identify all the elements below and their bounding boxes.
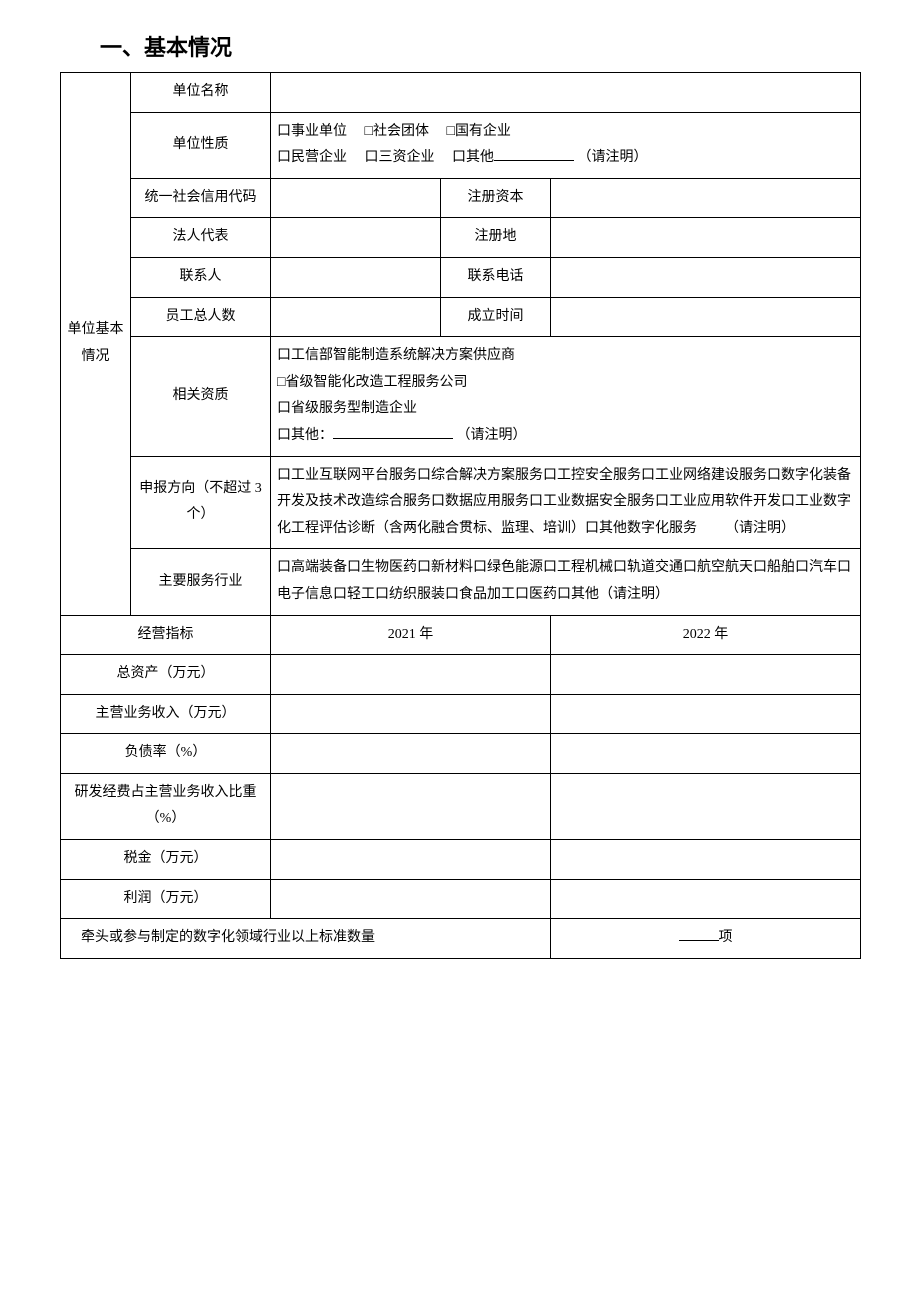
label-direction: 申报方向（不超过 3个） <box>131 456 271 549</box>
value-qual: 口工信部智能制造系统解决方案供应商 □省级智能化改造工程服务公司 口省级服务型制… <box>271 337 861 456</box>
checkbox-icon: 口 <box>277 124 291 139</box>
label-qual: 相关资质 <box>131 337 271 456</box>
label-legal: 法人代表 <box>131 218 271 258</box>
label-regplace: 注册地 <box>441 218 551 258</box>
value-name <box>271 73 861 113</box>
label-profit: 利润（万元） <box>61 879 271 919</box>
label-debt: 负债率（%） <box>61 734 271 774</box>
value-debt-y1 <box>271 734 551 774</box>
value-uscc <box>271 178 441 218</box>
label-phone: 联系电话 <box>441 257 551 297</box>
value-debt-y2 <box>551 734 861 774</box>
checkbox-icon: 口 <box>277 348 291 363</box>
label-regcap: 注册资本 <box>441 178 551 218</box>
value-assets-y2 <box>551 655 861 695</box>
checkbox-icon: 口 <box>277 401 291 416</box>
label-revenue: 主营业务收入（万元） <box>61 694 271 734</box>
value-revenue-y1 <box>271 694 551 734</box>
section-title: 一、基本情况 <box>60 30 860 62</box>
value-profit-y1 <box>271 879 551 919</box>
checkbox-icon: 口 <box>452 150 466 165</box>
label-stdcount: 牵头或参与制定的数字化领域行业以上标准数量 <box>61 919 551 959</box>
checkbox-icon: 口 <box>277 428 291 443</box>
label-est: 成立时间 <box>441 297 551 337</box>
value-est <box>551 297 861 337</box>
label-contact: 联系人 <box>131 257 271 297</box>
checkbox-icon: □ <box>446 124 454 139</box>
label-year1: 2021 年 <box>271 615 551 655</box>
label-metrics: 经营指标 <box>61 615 271 655</box>
value-regcap <box>551 178 861 218</box>
label-year2: 2022 年 <box>551 615 861 655</box>
checkbox-icon: □ <box>365 124 373 139</box>
label-rnd: 研发经费占主营业务收入比重（%） <box>61 773 271 839</box>
checkbox-icon: 口 <box>365 150 379 165</box>
blank-stdcount <box>679 927 719 941</box>
checkbox-icon: 口 <box>277 150 291 165</box>
label-emp: 员工总人数 <box>131 297 271 337</box>
value-rnd-y1 <box>271 773 551 839</box>
label-uscc: 统一社会信用代码 <box>131 178 271 218</box>
value-stdcount: 项 <box>551 919 861 959</box>
value-tax-y2 <box>551 840 861 880</box>
value-emp <box>271 297 441 337</box>
value-direction: 口工业互联网平台服务口综合解决方案服务口工控安全服务口工业网络建设服务口数字化装… <box>271 456 861 549</box>
value-assets-y1 <box>271 655 551 695</box>
label-industry: 主要服务行业 <box>131 549 271 615</box>
blank-other-qual <box>333 425 453 439</box>
value-revenue-y2 <box>551 694 861 734</box>
blank-other-nature <box>494 147 574 161</box>
label-assets: 总资产（万元） <box>61 655 271 695</box>
value-industry: 口高端装备口生物医药口新材料口绿色能源口工程机械口轨道交通口航空航天口船舶口汽车… <box>271 549 861 615</box>
value-regplace <box>551 218 861 258</box>
label-tax: 税金（万元） <box>61 840 271 880</box>
value-rnd-y2 <box>551 773 861 839</box>
value-legal <box>271 218 441 258</box>
value-phone <box>551 257 861 297</box>
section-header: 单位基本情况 <box>61 73 131 616</box>
label-name: 单位名称 <box>131 73 271 113</box>
value-nature: 口事业单位 □社会团体 □国有企业 口民营企业 口三资企业 口其他 （请注明） <box>271 112 861 178</box>
label-nature: 单位性质 <box>131 112 271 178</box>
value-profit-y2 <box>551 879 861 919</box>
value-contact <box>271 257 441 297</box>
basic-info-table: 单位基本情况 单位名称 单位性质 口事业单位 □社会团体 □国有企业 口民营企业… <box>60 72 861 959</box>
value-tax-y1 <box>271 840 551 880</box>
